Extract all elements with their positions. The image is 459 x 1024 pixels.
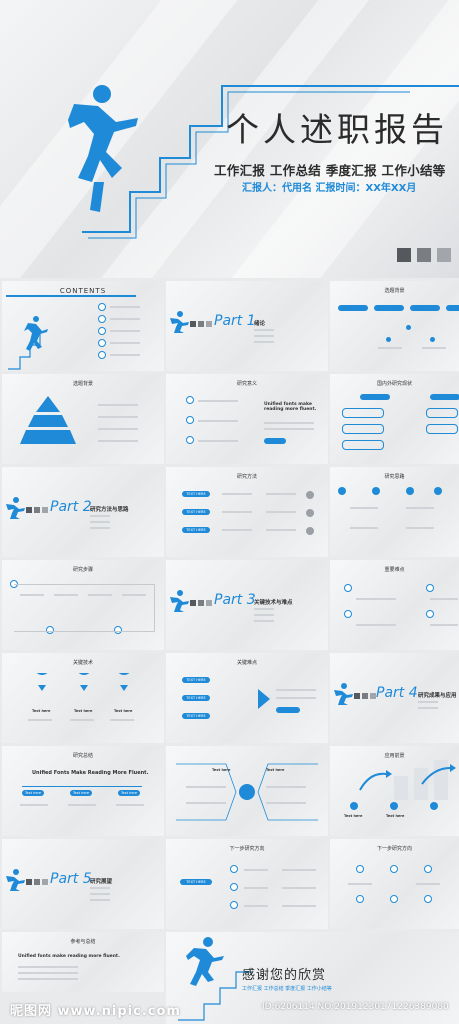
text-pill: TEXT HERE: [182, 491, 210, 497]
closing-subtitle: 工作汇报 工作总结 季度汇报 工作小结等: [242, 986, 332, 992]
slide-thumb-methods[interactable]: 研究方法 TEXT HERE TEXT HERE TEXT HERE: [166, 467, 328, 557]
text-pill: TEXT HERE: [182, 527, 210, 533]
cover-slide: 个人述职报告 工作汇报 工作总结 季度汇报 工作小结等 汇报人：代用名 汇报时间…: [0, 0, 459, 278]
part-number: Part 1: [214, 313, 256, 329]
text-pill: TEXT HERE: [180, 879, 212, 885]
watermark-logo: 昵图网 www.nipic.com: [10, 1004, 181, 1019]
slide-thumb-key-points[interactable]: 关键难点 TEXT HERE TEXT HERE TEXT HERE: [166, 653, 328, 743]
text-pill: TEXT HERE: [182, 695, 210, 701]
slide-thumb-part4[interactable]: Part 4 研究成果与应用: [330, 653, 459, 743]
slide-thumb-prospects[interactable]: 应用前景 Text here Text here: [330, 746, 459, 836]
slide-thumb-background[interactable]: 选题背景: [330, 281, 459, 371]
slide-thumb-hex-center[interactable]: Text here Text here: [166, 746, 328, 836]
slide-title: 重要难点: [384, 567, 405, 573]
page-subtitle: 工作汇报 工作总结 季度汇报 工作小结等: [214, 163, 446, 178]
slide-headline: Unified Fonts Make Reading More Fluent.: [32, 770, 149, 776]
slide-title: 关键技术: [72, 660, 93, 666]
runner-icon: [68, 85, 138, 212]
arrow-right-icon: [258, 689, 270, 709]
runner-icon: [170, 590, 189, 612]
runner-icon: [6, 869, 25, 891]
text-pill: TEXT HERE: [182, 713, 210, 719]
runner-icon: [334, 683, 353, 705]
slide-thumb-pyramid[interactable]: 选题背景: [2, 374, 164, 464]
decor-squares: [397, 248, 451, 262]
runner-icon: [6, 497, 25, 519]
slide-thumb-next-direction[interactable]: 下一步研究方向: [330, 839, 459, 929]
growth-arrow-icon: [359, 764, 456, 791]
text-pill: Text here: [70, 790, 92, 796]
part-label: 研究方法与思路: [90, 507, 129, 513]
part-number: Part 5: [50, 871, 92, 887]
slide-thumb-key-tech[interactable]: 关键技术 Text here Text here Text here: [2, 653, 164, 743]
watermark-id: ID:6206114 NO:20191230171226389080: [262, 1002, 449, 1012]
slide-title: 下一步研究方向: [229, 846, 265, 852]
slide-thumb-research-status[interactable]: 国内外研究现状: [330, 374, 459, 464]
item-label: Text here: [344, 814, 363, 818]
stairs-line-icon: [82, 85, 459, 239]
slide-thumb-approach[interactable]: 研究思路: [330, 467, 459, 557]
slide-thumb-part3[interactable]: Part 3 关键技术与难点: [166, 560, 328, 650]
slide-title: 应用前景: [384, 753, 405, 759]
item-label: Text here: [114, 709, 133, 713]
item-label: Text here: [266, 768, 285, 772]
part-number: Part 2: [50, 499, 92, 515]
contents-title: CONTENTS: [59, 287, 107, 295]
slide-thumb-next-steps[interactable]: 下一步研究方向 TEXT HERE: [166, 839, 328, 929]
map-pins-icon: [36, 673, 130, 691]
slide-title: 选题背景: [72, 381, 93, 387]
item-label: Text here: [212, 768, 231, 772]
text-pill: Text here: [22, 790, 44, 796]
decor-square: [417, 248, 431, 262]
part-label: 关键技术与难点: [254, 600, 293, 606]
slide-thumb-difficulties[interactable]: 重要难点: [330, 560, 459, 650]
slide-title: 研究总结: [72, 753, 93, 759]
item-label: Text here: [386, 814, 405, 818]
slide-title: 关键难点: [236, 660, 257, 666]
slide-title: 研究方法: [236, 474, 257, 480]
reporter-info: 汇报人：代用名 汇报时间：XX年XX月: [242, 183, 417, 194]
part-number: Part 4: [376, 685, 418, 701]
runner-stairs-icon: [178, 937, 252, 1021]
item-label: Text here: [32, 709, 51, 713]
runner-icon: [170, 311, 189, 333]
slide-title: 研究思路: [384, 474, 405, 480]
slide-thumb-part1[interactable]: Part 1 绪论: [166, 281, 328, 371]
part-number: Part 3: [214, 592, 256, 608]
slide-title: 研究步骤: [72, 567, 93, 573]
slide-headline: Unified fonts make reading more fluent.: [18, 954, 120, 959]
slide-thumb-closing[interactable]: [166, 932, 459, 1024]
pyramid-icon: [20, 396, 76, 444]
hexagon-frame-icon: [176, 763, 318, 821]
slide-headline: Unified fonts make reading more fluent.: [264, 402, 317, 412]
slide-thumb-steps[interactable]: 研究步骤: [2, 560, 164, 650]
decor-square: [437, 248, 451, 262]
slide-thumb-part5[interactable]: Part 5 研究展望: [2, 839, 164, 929]
page-title: 个人述职报告: [226, 110, 448, 149]
slide-thumb-part2[interactable]: Part 2 研究方法与思路: [2, 467, 164, 557]
slide-title: 研究意义: [236, 381, 257, 387]
slide-title: 选题背景: [384, 288, 405, 294]
closing-thanks: 感谢您的欣赏: [242, 968, 327, 983]
slide-title: 参考与总结: [70, 939, 96, 945]
text-pill: TEXT HERE: [182, 509, 210, 515]
slide-title: 国内外研究现状: [376, 381, 412, 387]
part-label: 研究成果与应用: [418, 693, 457, 699]
slide-thumb-summary[interactable]: 研究总结 Unified Fonts Make Reading More Flu…: [2, 746, 164, 836]
part-label: 绪论: [254, 321, 266, 327]
text-pill: TEXT HERE: [182, 677, 210, 683]
item-label: Text here: [74, 709, 93, 713]
slide-thumb-significance[interactable]: 研究意义 Unified fonts make reading more flu…: [166, 374, 328, 464]
slide-thumbnail-grid: CONTENTS Part 1 绪论 选题背景: [0, 279, 459, 1024]
decor-square: [397, 248, 411, 262]
slide-title: 下一步研究方向: [376, 846, 412, 852]
slide-thumb-contents[interactable]: CONTENTS: [2, 281, 164, 371]
runner-stairs-icon: [8, 316, 48, 370]
part-label: 研究展望: [90, 879, 113, 885]
text-pill: Text here: [118, 790, 140, 796]
slide-thumb-references[interactable]: 参考与总结 Unified fonts make reading more fl…: [2, 932, 164, 992]
